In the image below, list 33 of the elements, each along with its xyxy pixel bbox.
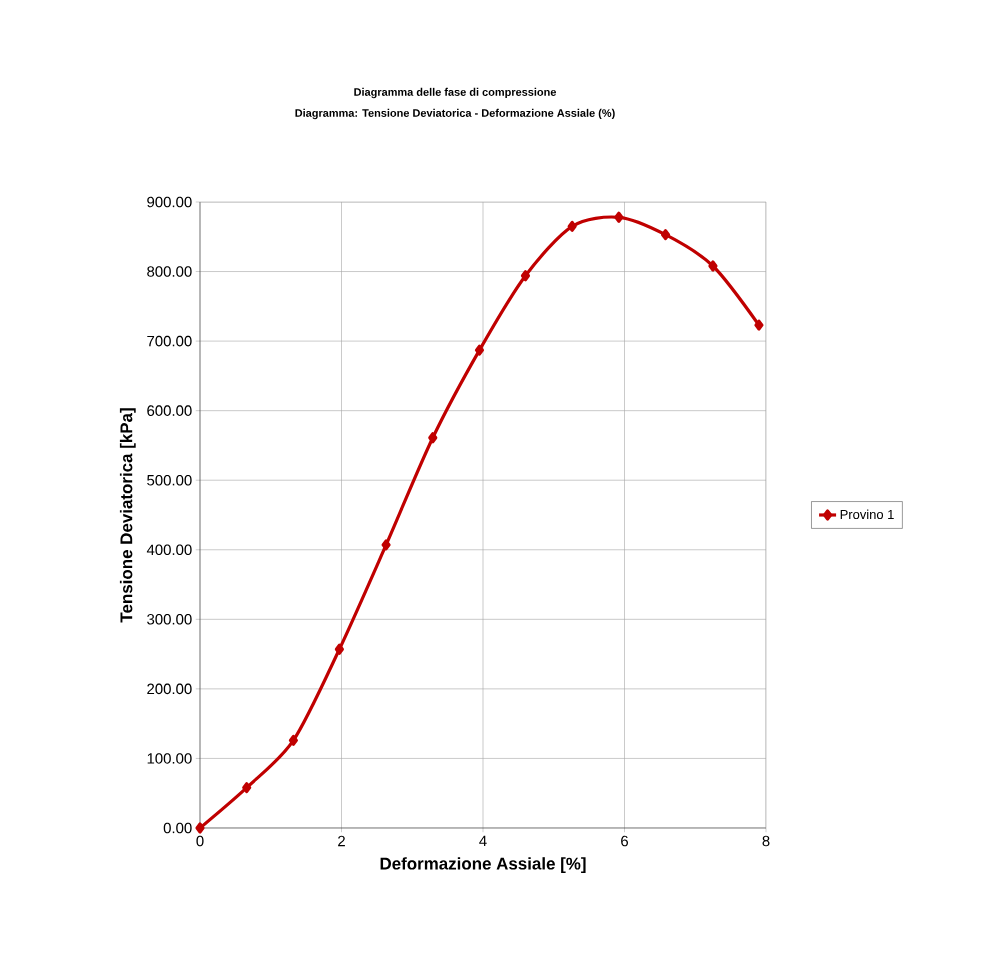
y-tick-label: 400.00 xyxy=(146,544,192,556)
point xyxy=(520,270,531,282)
point xyxy=(474,344,485,356)
y-tick-label: 900.00 xyxy=(147,196,192,208)
y-tick-label: 800.00 xyxy=(147,266,192,277)
legend-label: Provino 1 xyxy=(840,509,894,520)
chart-subtitle: Diagramma: Tensione Deviatorica - Deformazione Assiale (%) xyxy=(295,108,615,120)
y-tick-label: 200.00 xyxy=(147,683,192,695)
x-tick-label: 0 xyxy=(196,835,204,847)
point xyxy=(195,822,205,834)
x-tick-label: 8 xyxy=(762,835,770,847)
y-tick-label: 0.00 xyxy=(163,822,192,834)
x-tick-label: 2 xyxy=(338,835,345,847)
y-tick-label: 300.00 xyxy=(147,614,192,625)
chart-title: Diagramma delle fase di compressione xyxy=(354,87,557,99)
x-tick-label: 4 xyxy=(479,835,487,847)
point xyxy=(754,319,764,331)
point xyxy=(381,539,391,551)
point xyxy=(334,643,344,655)
point xyxy=(288,734,298,746)
y-tick-label: 700.00 xyxy=(147,335,192,347)
point xyxy=(567,220,577,232)
y-tick-label: 100.00 xyxy=(147,753,192,764)
point xyxy=(614,211,624,223)
x-tick-label: 6 xyxy=(621,835,629,847)
x-axis-title: Deformazione Assiale [%] xyxy=(380,857,586,873)
point xyxy=(242,782,252,794)
point xyxy=(708,260,718,272)
y-axis-title: Tensione Deviatorica [kPa] xyxy=(119,408,136,623)
point xyxy=(660,229,671,241)
point xyxy=(428,432,438,444)
y-tick-label: 500.00 xyxy=(147,474,192,486)
y-tick-label: 600.00 xyxy=(147,405,192,416)
